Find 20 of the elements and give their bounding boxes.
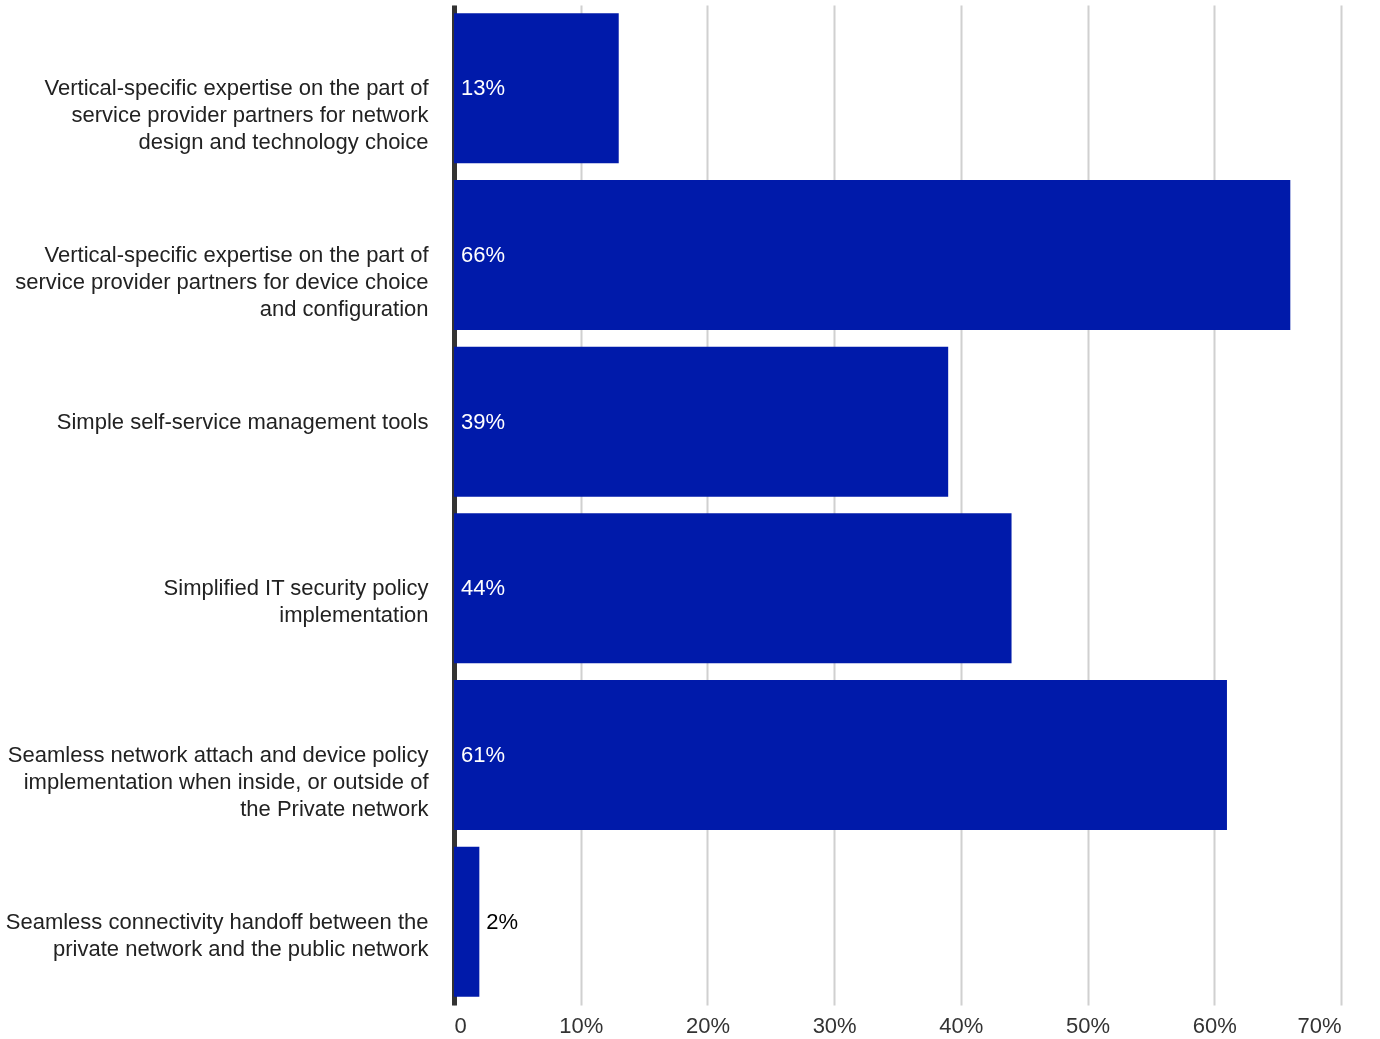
y-tick-label: Simplified IT security policy implementation [163, 575, 429, 628]
data-label: 2% [486, 908, 519, 934]
x-tick-label: 10% [559, 1012, 604, 1038]
y-tick-label: Seamless network attach and device policy implementation when inside, or outside of the Private network [7, 742, 430, 821]
x-tick-label: 30% [812, 1012, 857, 1038]
x-tick-label: 70% [1297, 1012, 1342, 1038]
data-label: 66% [461, 242, 506, 267]
y-tick-label: Vertical-specific expertise on the part of service provider partners for device choice and configuration [15, 242, 430, 321]
x-tick-label: 40% [939, 1012, 984, 1038]
x-tick-label: 0 [454, 1012, 467, 1038]
x-tick-label: 60% [1192, 1012, 1237, 1038]
x-tick-label: 50% [1066, 1012, 1111, 1038]
x-tick-label: 20% [685, 1012, 730, 1038]
data-label: 39% [461, 408, 506, 434]
data-label: 61% [461, 742, 506, 767]
y-tick-label: Simple self-service management tools [56, 408, 429, 434]
y-tick-label: Vertical-specific expertise on the part of service provider partners for network design and technology choice [44, 75, 430, 155]
data-label: 13% [461, 75, 506, 101]
data-label: 44% [461, 575, 506, 601]
y-tick-label: Seamless connectivity handoff between the private network and the public network [5, 908, 430, 961]
